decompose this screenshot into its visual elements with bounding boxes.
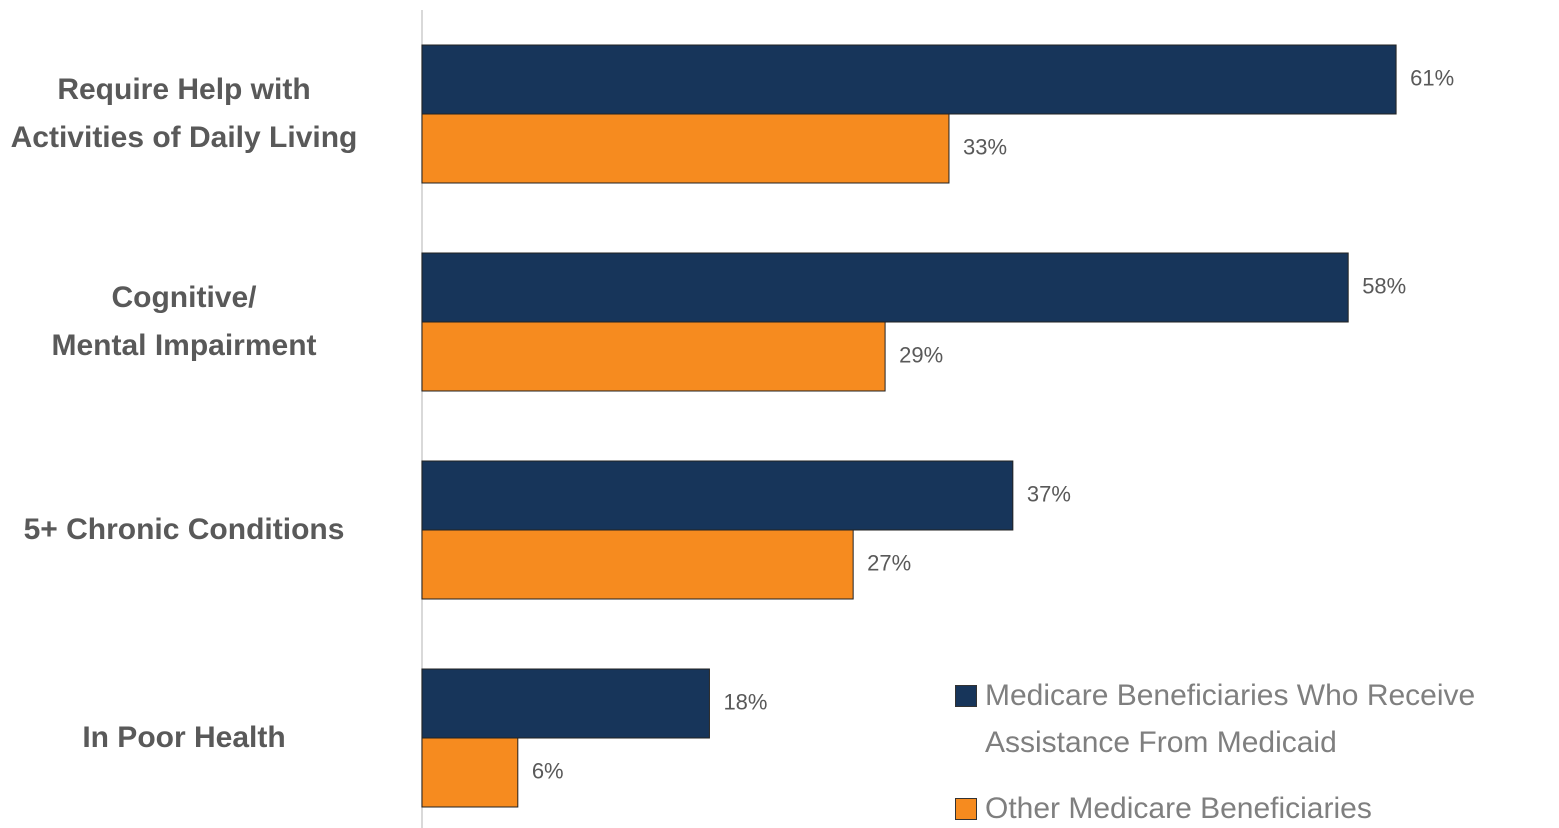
category-label: In Poor Health bbox=[82, 721, 286, 754]
value-label: 29% bbox=[899, 342, 943, 367]
legend-item: Other Medicare Beneficiaries bbox=[955, 785, 1555, 828]
bar bbox=[421, 737, 519, 808]
legend-item: Medicare Beneficiaries Who Receive Assis… bbox=[955, 672, 1555, 766]
bar bbox=[421, 321, 886, 392]
bar bbox=[421, 113, 950, 184]
legend-label: Other Medicare Beneficiaries bbox=[985, 792, 1372, 825]
bar bbox=[421, 668, 710, 739]
bar bbox=[421, 529, 854, 600]
value-label: 6% bbox=[532, 758, 564, 783]
legend-swatch bbox=[955, 685, 977, 707]
category-label: 5+ Chronic Conditions bbox=[23, 513, 345, 546]
value-label: 27% bbox=[867, 550, 911, 575]
value-label: 58% bbox=[1362, 273, 1406, 298]
category-label: Require Help with Activities of Daily Li… bbox=[10, 73, 358, 154]
legend-swatch bbox=[955, 798, 977, 820]
value-label: 33% bbox=[963, 134, 1007, 159]
value-label: 18% bbox=[723, 689, 767, 714]
legend-label: Medicare Beneficiaries Who Receive Assis… bbox=[985, 679, 1476, 759]
category-label: Cognitive/ Mental Impairment bbox=[51, 281, 317, 362]
value-label: 61% bbox=[1410, 65, 1454, 90]
bar bbox=[421, 44, 1397, 115]
bar bbox=[421, 460, 1014, 531]
bar bbox=[421, 252, 1349, 323]
value-label: 37% bbox=[1027, 481, 1071, 506]
